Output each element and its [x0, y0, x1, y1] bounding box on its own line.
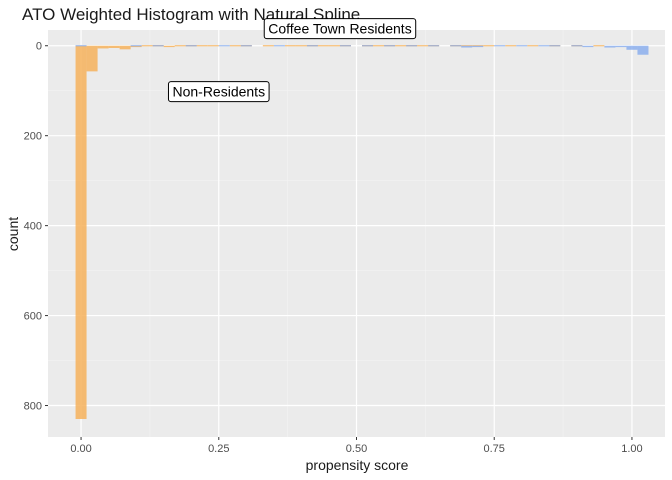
histogram-bar [384, 45, 396, 47]
histogram-bar [108, 45, 120, 48]
histogram-bar [604, 45, 616, 48]
histogram-bar [571, 45, 583, 47]
histogram-bar [75, 45, 87, 47]
histogram-bar [461, 45, 473, 48]
histogram-bar [593, 45, 605, 47]
annotation-text: Coffee Town Residents [268, 21, 411, 37]
histogram-bar [373, 45, 385, 47]
annotation-label: Non-Residents [167, 81, 270, 103]
histogram-bar [626, 45, 638, 50]
series-1-bars [75, 45, 649, 55]
y-axis-title: count [5, 217, 21, 251]
histogram-bar [75, 45, 87, 420]
x-axis-ticks: 0.00 0.25 0.50 0.75 1.00 [70, 437, 643, 455]
histogram-bar [428, 45, 440, 47]
histogram-bar [339, 45, 351, 47]
histogram-bar [615, 45, 627, 48]
histogram-bar [505, 45, 517, 47]
histogram-bar [362, 45, 374, 47]
histogram-bar [86, 45, 98, 72]
histogram-bar [218, 45, 230, 47]
y-tick-label: 800 [24, 401, 42, 413]
histogram-bar [406, 45, 418, 47]
histogram-bar [240, 45, 252, 47]
histogram-bar [516, 45, 528, 47]
y-axis-ticks: 0 200 400 600 800 [24, 41, 48, 413]
x-tick-label: 0.25 [208, 443, 229, 455]
histogram-bar [141, 45, 153, 47]
histogram-bar [483, 45, 495, 47]
histogram-bar [163, 45, 175, 48]
y-tick-label: 0 [36, 41, 42, 53]
histogram-bar [328, 45, 340, 47]
histogram-bar [262, 45, 274, 47]
annotation-text: Non-Residents [172, 84, 265, 100]
histogram-bar [196, 45, 208, 47]
histogram-bar [119, 45, 131, 50]
y-tick-label: 400 [24, 221, 42, 233]
histogram-bar [538, 45, 550, 47]
annotation-box [263, 18, 417, 40]
x-tick-label: 0.00 [70, 443, 91, 455]
histogram-bar [317, 45, 329, 47]
histogram-bar [185, 45, 197, 47]
histogram-bar [549, 45, 561, 47]
histogram-bar [229, 45, 241, 47]
x-axis-title: propensity score [306, 457, 409, 473]
annotation-label: Coffee Town Residents [263, 18, 417, 40]
x-tick-label: 0.75 [484, 443, 505, 455]
annotation-box [167, 81, 270, 103]
histogram-bar [295, 45, 307, 47]
histogram-bar [207, 45, 219, 47]
histogram-bar [152, 45, 164, 47]
histogram-bar [527, 45, 539, 47]
histogram-bar [130, 45, 142, 48]
histogram-bar [417, 45, 429, 47]
y-tick-label: 200 [24, 131, 42, 143]
y-tick-label: 600 [24, 311, 42, 323]
histogram-bars [75, 45, 649, 420]
histogram-bar [97, 45, 109, 49]
histogram-bar [472, 45, 484, 48]
histogram-bar [494, 45, 506, 47]
annotations: Coffee Town Residents Non-Residents [167, 18, 417, 103]
histogram-bar [637, 45, 649, 55]
histogram-bar [284, 45, 296, 47]
x-tick-label: 1.00 [621, 443, 642, 455]
histogram-bar [130, 45, 142, 47]
histogram-bar [174, 45, 186, 47]
histogram-bar [582, 45, 594, 48]
histogram-bar [273, 45, 285, 47]
histogram-bar [306, 45, 318, 47]
histogram-bar [450, 45, 462, 47]
histogram-bar [395, 45, 407, 47]
x-tick-label: 0.50 [346, 443, 367, 455]
